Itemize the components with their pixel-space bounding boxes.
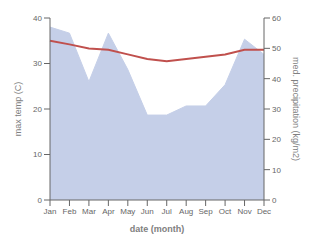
svg-text:max temp (C): max temp (C): [13, 82, 23, 137]
svg-text:Nov: Nov: [237, 207, 251, 216]
svg-text:30: 30: [272, 105, 281, 114]
svg-text:10: 10: [33, 150, 42, 159]
svg-text:30: 30: [33, 59, 42, 68]
svg-text:40: 40: [272, 75, 281, 84]
svg-text:Feb: Feb: [63, 207, 77, 216]
svg-text:60: 60: [272, 14, 281, 23]
svg-text:Sep: Sep: [199, 207, 214, 216]
svg-text:Jan: Jan: [44, 207, 57, 216]
svg-text:0: 0: [272, 196, 277, 205]
svg-text:Apr: Apr: [102, 207, 115, 216]
svg-text:40: 40: [33, 14, 42, 23]
svg-text:50: 50: [272, 44, 281, 53]
svg-text:Oct: Oct: [219, 207, 232, 216]
svg-text:0: 0: [38, 196, 43, 205]
svg-text:20: 20: [272, 135, 281, 144]
svg-text:10: 10: [272, 166, 281, 175]
svg-text:date (month): date (month): [130, 224, 185, 234]
svg-text:med. precipitation (kg/m2): med. precipitation (kg/m2): [291, 57, 301, 161]
svg-text:Mar: Mar: [82, 207, 96, 216]
svg-text:Jun: Jun: [141, 207, 154, 216]
svg-text:Dec: Dec: [257, 207, 271, 216]
svg-text:20: 20: [33, 105, 42, 114]
svg-text:Aug: Aug: [179, 207, 193, 216]
svg-text:May: May: [120, 207, 135, 216]
svg-text:Jul: Jul: [162, 207, 172, 216]
